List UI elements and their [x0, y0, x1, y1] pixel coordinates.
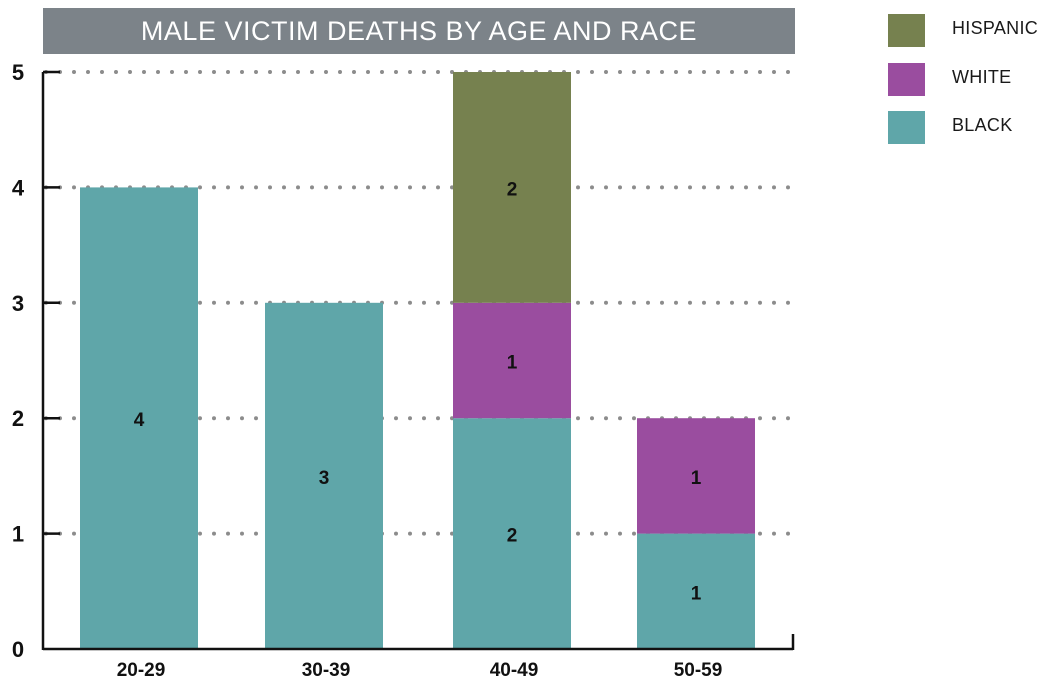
- data-label-50-59-white: 1: [691, 468, 702, 489]
- bar-50-59-white: [637, 418, 755, 534]
- x-tick-label-40-49: 40-49: [490, 660, 539, 681]
- legend-swatch-hispanic: [888, 14, 925, 47]
- bar-50-59-black: [637, 533, 755, 649]
- data-label-30-39-black: 3: [319, 468, 330, 489]
- data-label-40-49-hispanic: 2: [507, 179, 518, 200]
- y-tick-label-2: 2: [12, 406, 24, 431]
- x-tick-label-50-59: 50-59: [674, 660, 723, 681]
- data-label-40-49-black: 2: [507, 526, 518, 547]
- chart-title: MALE VICTIM DEATHS BY AGE AND RACE: [140, 15, 698, 46]
- bar-30-39-black: [265, 302, 383, 649]
- legend-label-white: WHITE: [952, 67, 1012, 87]
- legend-item-black: BLACK: [888, 111, 1046, 145]
- bar-20-29-black: [80, 187, 198, 649]
- bar-40-49-white: [453, 302, 571, 419]
- y-tick-label-4: 4: [12, 175, 25, 200]
- data-label-40-49-white: 1: [507, 353, 518, 374]
- bar-40-49-black: [453, 418, 571, 649]
- bar-40-49-hispanic: [453, 72, 571, 303]
- y-tick-label-1: 1: [12, 522, 24, 547]
- y-tick-label-3: 3: [12, 291, 24, 316]
- y-tick-label-0: 0: [12, 637, 24, 662]
- legend-swatch-black: [888, 111, 925, 144]
- x-tick-label-30-39: 30-39: [302, 660, 351, 681]
- chart-title-bar: MALE VICTIM DEATHS BY AGE AND RACE: [43, 8, 795, 54]
- legend-item-white: WHITE: [888, 63, 1046, 97]
- data-label-20-29-black: 4: [134, 410, 145, 431]
- legend-swatch-white: [888, 63, 925, 96]
- data-label-50-59-black: 1: [691, 583, 702, 604]
- y-tick-label-5: 5: [12, 60, 24, 85]
- x-tick-label-20-29: 20-29: [117, 660, 166, 681]
- legend-item-hispanic: HISPANIC: [888, 14, 1046, 48]
- legend-label-black: BLACK: [952, 115, 1013, 135]
- legend-label-hispanic: HISPANIC: [952, 18, 1039, 38]
